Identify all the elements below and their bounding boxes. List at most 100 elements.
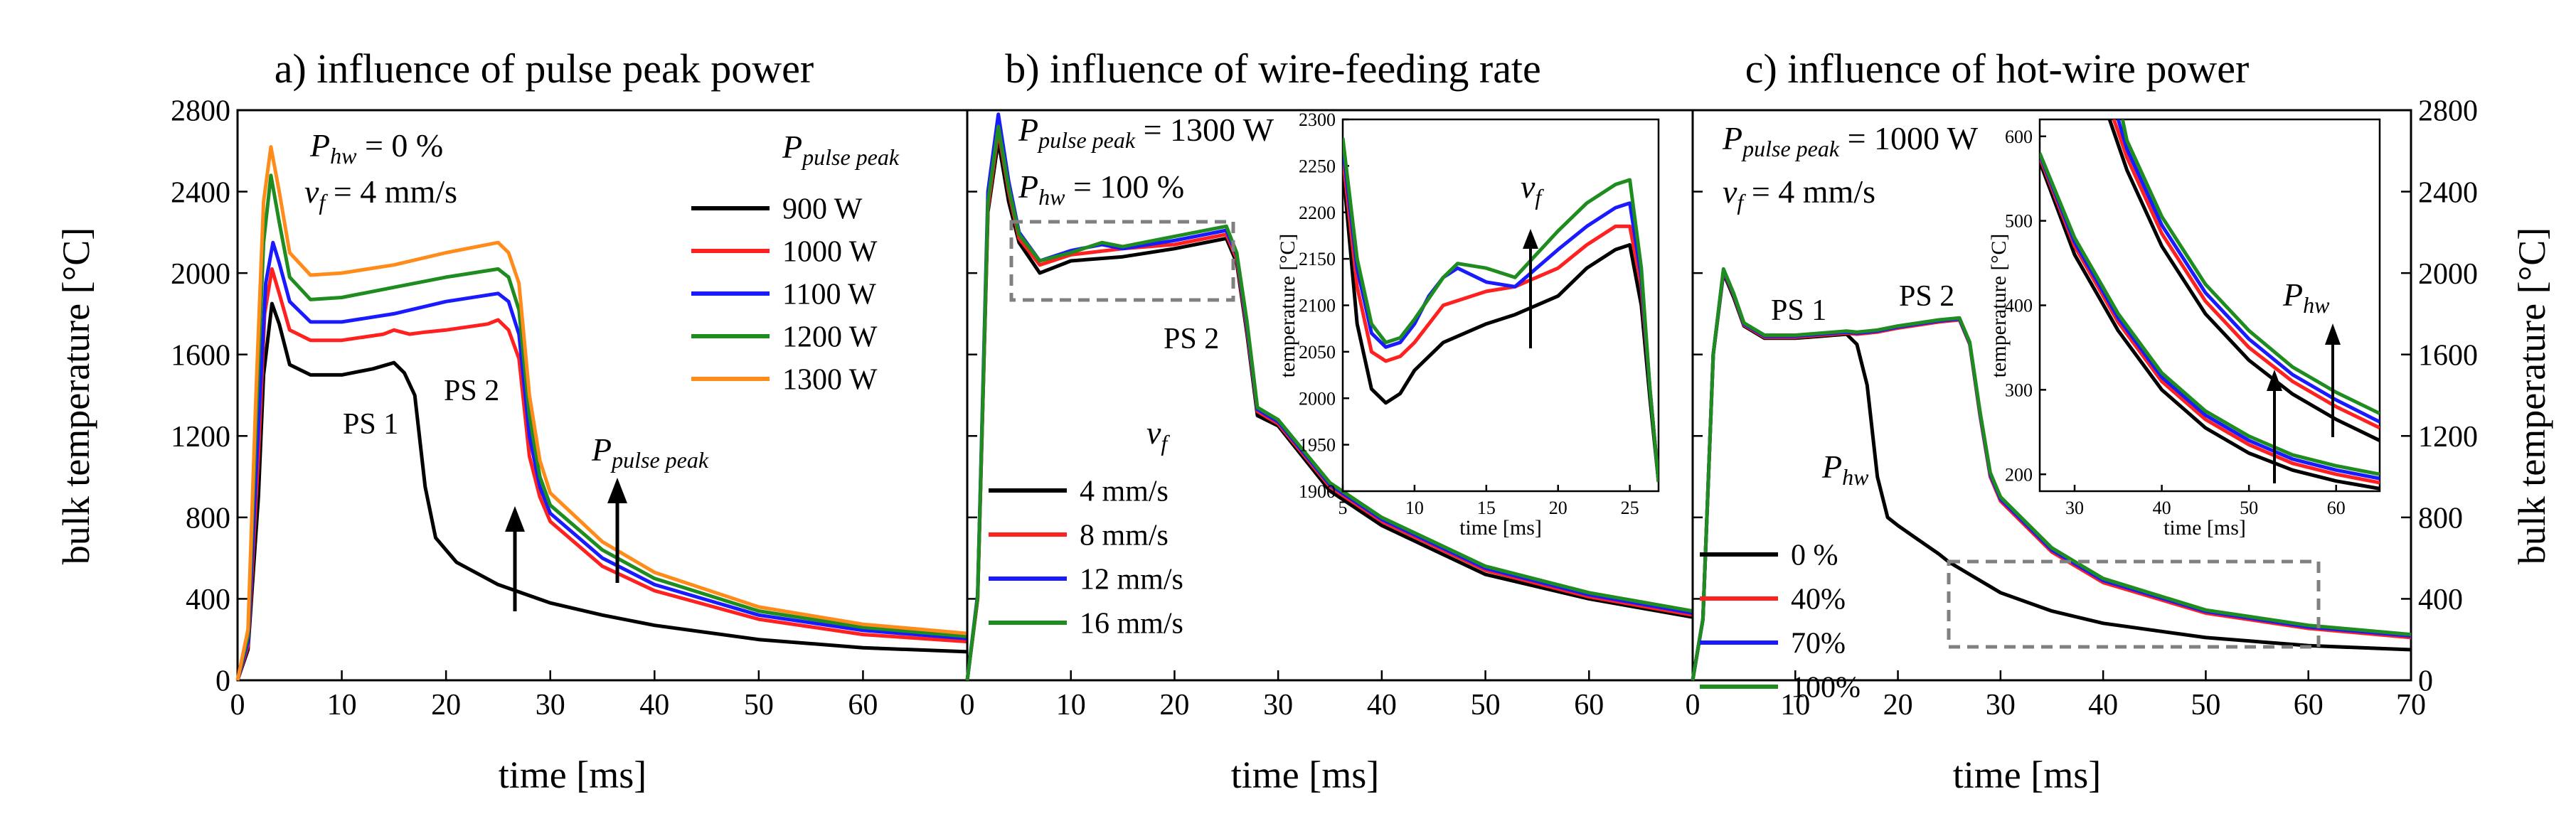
panel-c: c) influence of hot-wire power time [ms]… xyxy=(1686,45,2479,796)
panel-a-title: a) influence of pulse peak power xyxy=(275,45,814,92)
panel-c-legend-label: 40% xyxy=(1791,584,1846,616)
panel-a-annot-ps2: PS 2 xyxy=(444,375,499,407)
panel-b-inset-ytick-label: 2100 xyxy=(1299,296,1336,316)
arrow-up-icon xyxy=(2325,323,2341,437)
panel-c-ytick-label: 2000 xyxy=(2418,258,2478,291)
panel-b-inset-ytick-label: 1900 xyxy=(1299,481,1336,502)
panel-b-xtick-label: 20 xyxy=(1159,689,1189,722)
panel-b-param-1: Ppulse peak = 1300 W xyxy=(1018,112,1274,153)
panel-b-inset-xtick-label: 15 xyxy=(1477,498,1496,518)
arrow-up-icon xyxy=(607,478,627,583)
panel-a-legend-label: 1000 W xyxy=(782,236,878,269)
panel-c-ytick-label: 2800 xyxy=(2418,95,2478,128)
panel-c-inset-series-line xyxy=(2112,119,2380,430)
panel-c-inset-series-line xyxy=(2107,119,2380,442)
panel-c-param-1: Ppulse peak = 1000 W xyxy=(1722,120,1979,161)
panel-b-inset-xtick-label: 10 xyxy=(1405,498,1424,518)
panel-a-xtick-label: 60 xyxy=(848,689,878,722)
panel-c-inset-series-line xyxy=(2040,156,2380,485)
panel-a-series-line xyxy=(235,301,968,681)
panel-a-annot-ppulse: Ppulse peak xyxy=(591,431,709,473)
panel-c-legend-label: 70% xyxy=(1791,628,1846,660)
panel-b-inset-ytick-label: 2050 xyxy=(1299,342,1336,363)
panel-b-xtick-label: 40 xyxy=(1367,689,1397,722)
panel-a-series-line xyxy=(235,240,968,681)
panel-c-title: c) influence of hot-wire power xyxy=(1745,45,2250,92)
panel-b-xlabel: time [ms] xyxy=(1231,753,1379,796)
panel-b-inset-series-line xyxy=(1343,166,1659,483)
panel-a-legend-title: Ppulse peak xyxy=(782,129,900,170)
panel-c-legend-label: 100% xyxy=(1791,672,1861,704)
panel-a-param-1: Phw = 0 % xyxy=(309,127,443,168)
panel-b-xtick-label: 60 xyxy=(1574,689,1604,722)
panel-c-annot-ps1: PS 1 xyxy=(1771,294,1826,327)
panel-b-inset-series-line xyxy=(1343,146,1659,483)
panel-c-xtick-label: 10 xyxy=(1780,689,1810,722)
panel-c-ytick-label: 1200 xyxy=(2418,421,2478,454)
panel-c-zoom-box xyxy=(1947,559,2321,649)
panel-b-legend-label: 4 mm/s xyxy=(1080,476,1169,508)
panel-a-ytick-label: 2800 xyxy=(171,95,230,128)
panel-c-inset-series-line xyxy=(2120,119,2380,415)
panel-a-xtick-label: 30 xyxy=(536,689,565,722)
panel-a-series-line xyxy=(235,145,968,681)
panel-c-series-line xyxy=(1691,267,2412,681)
panel-b-inset-series-line xyxy=(1343,137,1659,483)
panel-c-legend-title: Phw xyxy=(1821,449,1869,490)
panel-c-annot-ps2: PS 2 xyxy=(1899,280,1954,313)
panel-a-param-2: vf = 4 mm/s xyxy=(304,173,457,215)
panel-c-inset-series-line xyxy=(2040,161,2380,490)
panel-b-inset-ytick-label: 2000 xyxy=(1299,388,1336,409)
panel-c-inset-xtick-label: 30 xyxy=(2065,498,2084,518)
panel-c-inset-ytick-label: 200 xyxy=(2005,464,2033,485)
panel-a-xtick-label: 50 xyxy=(744,689,774,722)
panel-c-inset-xtick-label: 50 xyxy=(2240,498,2258,518)
panel-b: b) influence of wire-feeding rate time [… xyxy=(960,45,1694,796)
panel-b-inset-xtick-label: 20 xyxy=(1549,498,1568,518)
panel-c-xtick-label: 30 xyxy=(1986,689,2016,722)
panel-c-xtick-label: 40 xyxy=(2088,689,2118,722)
panel-a-annot-ps1: PS 1 xyxy=(343,408,398,441)
panel-a-xlabel: time [ms] xyxy=(499,753,646,796)
panel-b-inset-ytick-label: 2200 xyxy=(1299,203,1336,223)
panel-c-legend-label: 0 % xyxy=(1791,540,1838,572)
panel-c-inset-series-line xyxy=(2040,154,2380,481)
panel-a: a) influence of pulse peak power time [m… xyxy=(171,45,969,796)
panel-c-inset-ytick-label: 600 xyxy=(2005,127,2033,147)
arrow-up-icon xyxy=(505,506,525,611)
panel-b-inset-xlabel: time [ms] xyxy=(1459,516,1542,540)
panel-b-xtick-label: 50 xyxy=(1471,689,1501,722)
panel-b-annot-ps2: PS 2 xyxy=(1164,323,1219,355)
panel-c-inset-xtick-label: 60 xyxy=(2327,498,2346,518)
panel-b-inset-ytick-label: 2250 xyxy=(1299,156,1336,176)
panel-b-inset-frame xyxy=(1341,118,1660,493)
panel-c-inset-ylabel: temperature [°C] xyxy=(1987,234,2011,378)
panel-a-series-line xyxy=(235,173,968,681)
panel-a-ytick-label: 0 xyxy=(215,665,230,698)
panel-c-xtick-label: 70 xyxy=(2396,689,2426,722)
panel-b-inset-ylabel: temperature [°C] xyxy=(1276,234,1299,378)
panel-b-xtick-label: 10 xyxy=(1056,689,1086,722)
panel-c-ytick-label: 0 xyxy=(2418,665,2433,698)
panel-a-ytick-label: 2400 xyxy=(171,176,230,209)
panel-a-legend-label: 900 W xyxy=(782,193,863,226)
panel-a-ytick-label: 1200 xyxy=(171,421,230,454)
panel-b-inset-series-line xyxy=(1343,156,1659,483)
panel-a-ytick-label: 1600 xyxy=(171,339,230,372)
panel-c-ytick-label: 800 xyxy=(2418,503,2463,535)
panel-c-inset-xlabel: time [ms] xyxy=(2163,516,2246,540)
panel-c-inset-xtick-label: 40 xyxy=(2153,498,2171,518)
panel-b-legend-label: 8 mm/s xyxy=(1080,520,1169,552)
panel-a-series-line xyxy=(235,267,968,681)
panel-b-legend-title: vf xyxy=(1146,414,1170,456)
panel-a-legend-label: 1100 W xyxy=(782,279,876,311)
panel-a-ytick-label: 2000 xyxy=(171,258,230,291)
panel-b-xtick-label: 30 xyxy=(1263,689,1293,722)
panel-c-xtick-label: 0 xyxy=(1686,689,1701,722)
panel-b-param-2: Phw = 100 % xyxy=(1018,168,1184,210)
panel-a-ytick-label: 400 xyxy=(186,584,230,616)
arrow-up-icon xyxy=(2267,370,2282,483)
panel-b-inset-ytick-label: 2300 xyxy=(1299,109,1336,130)
panel-c-frame xyxy=(1691,109,2412,682)
panel-b-inset-xtick-label: 5 xyxy=(1338,498,1348,518)
